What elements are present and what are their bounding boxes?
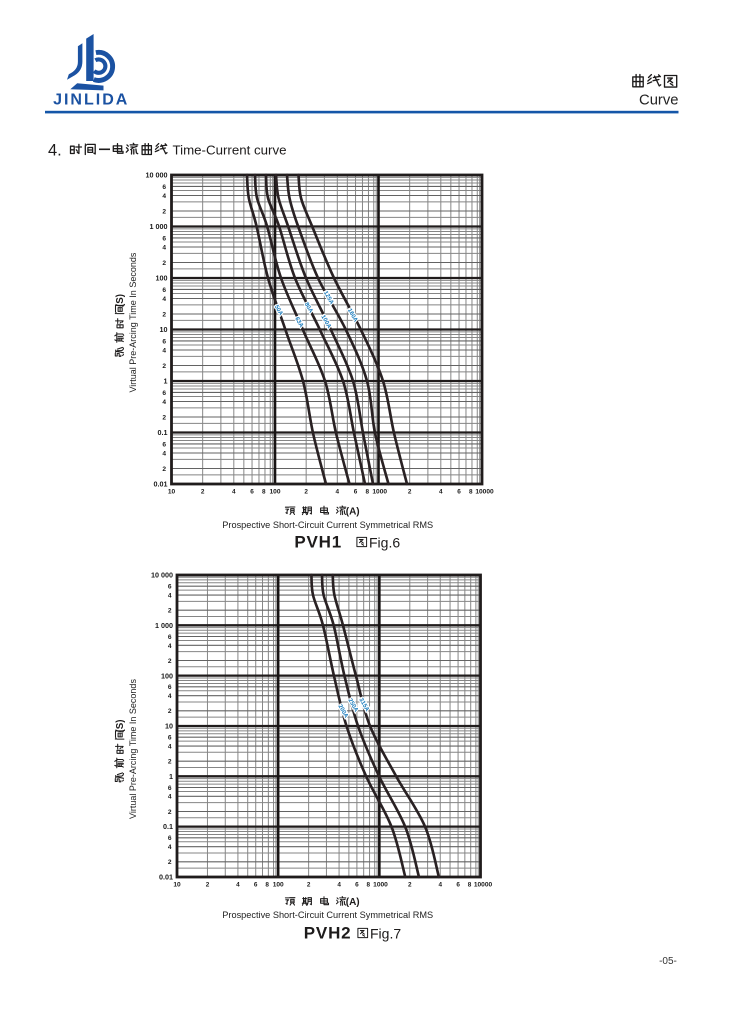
svg-text:6: 6 (355, 882, 359, 889)
svg-text:Time-Current curve: Time-Current curve (173, 143, 287, 158)
svg-text:6: 6 (168, 584, 172, 591)
svg-text:8: 8 (262, 489, 266, 496)
svg-text:(S): (S) (115, 294, 126, 307)
svg-text:2: 2 (162, 414, 166, 421)
svg-text:1000: 1000 (372, 489, 387, 496)
svg-text:4: 4 (236, 882, 240, 889)
svg-text:6: 6 (254, 882, 258, 889)
svg-text:10: 10 (173, 882, 181, 889)
svg-text:10000: 10000 (475, 489, 494, 496)
svg-text:4: 4 (232, 489, 236, 496)
svg-text:Virtual Pre-Arcing Time In Sec: Virtual Pre-Arcing Time In Seconds (128, 679, 138, 819)
svg-text:0.01: 0.01 (159, 873, 173, 882)
svg-text:10: 10 (160, 325, 168, 334)
svg-text:(A): (A) (346, 897, 360, 908)
svg-text:100: 100 (161, 671, 173, 680)
svg-text:4: 4 (337, 882, 341, 889)
svg-text:2: 2 (162, 208, 166, 215)
svg-text:6: 6 (168, 684, 172, 691)
svg-text:4: 4 (162, 296, 166, 303)
svg-text:4: 4 (162, 193, 166, 200)
svg-text:2: 2 (408, 489, 412, 496)
svg-text:4: 4 (168, 844, 172, 851)
svg-text:0.01: 0.01 (154, 480, 168, 489)
svg-text:4: 4 (168, 643, 172, 650)
svg-text:4: 4 (162, 450, 166, 457)
svg-text:JINLIDA: JINLIDA (53, 91, 129, 108)
svg-text:Virtual Pre-Arcing Time In Sec: Virtual Pre-Arcing Time In Seconds (128, 252, 138, 392)
svg-text:Curve: Curve (639, 93, 678, 109)
svg-text:2: 2 (206, 882, 210, 889)
svg-text:2: 2 (168, 859, 172, 866)
svg-text:PVH1: PVH1 (294, 533, 342, 552)
svg-text:Fig.6: Fig.6 (369, 535, 400, 551)
svg-text:2: 2 (168, 608, 172, 615)
svg-text:4: 4 (168, 743, 172, 750)
svg-text:2: 2 (168, 809, 172, 816)
svg-text:10 000: 10 000 (151, 571, 173, 580)
svg-text:4: 4 (162, 244, 166, 251)
svg-text:6: 6 (162, 441, 166, 448)
svg-text:Prospective Short-Circuit Curr: Prospective Short-Circuit Current Symmet… (222, 910, 433, 920)
svg-text:6: 6 (162, 390, 166, 397)
svg-text:2: 2 (168, 658, 172, 665)
svg-text:4: 4 (439, 882, 443, 889)
svg-text:2: 2 (162, 260, 166, 267)
svg-text:0.1: 0.1 (158, 428, 168, 437)
svg-text:1000: 1000 (373, 882, 388, 889)
svg-text:4: 4 (168, 592, 172, 599)
svg-text:2: 2 (307, 882, 311, 889)
svg-text:Fig.7: Fig.7 (370, 926, 401, 942)
svg-text:2: 2 (162, 311, 166, 318)
svg-text:100: 100 (269, 489, 280, 496)
svg-text:6: 6 (168, 785, 172, 792)
svg-text:100: 100 (273, 882, 284, 889)
svg-text:0.1: 0.1 (163, 822, 173, 831)
svg-text:4: 4 (168, 794, 172, 801)
svg-text:6: 6 (162, 184, 166, 191)
svg-text:2: 2 (304, 489, 308, 496)
svg-text:6: 6 (168, 835, 172, 842)
svg-text:(A): (A) (346, 506, 360, 517)
svg-text:2: 2 (201, 489, 205, 496)
svg-text:10 000: 10 000 (146, 171, 168, 180)
svg-text:8: 8 (468, 882, 472, 889)
svg-text:6: 6 (250, 489, 254, 496)
svg-text:-05-: -05- (659, 956, 677, 967)
svg-text:4: 4 (336, 489, 340, 496)
svg-text:4: 4 (162, 347, 166, 354)
svg-text:10000: 10000 (474, 882, 493, 889)
svg-text:8: 8 (367, 882, 371, 889)
svg-text:2: 2 (162, 466, 166, 473)
svg-text:8: 8 (366, 489, 370, 496)
svg-text:2: 2 (168, 759, 172, 766)
svg-text:4: 4 (168, 693, 172, 700)
svg-text:4: 4 (162, 399, 166, 406)
svg-text:8: 8 (265, 882, 269, 889)
svg-text:1: 1 (169, 772, 173, 781)
svg-text:6: 6 (457, 489, 461, 496)
svg-text:6: 6 (162, 235, 166, 242)
svg-text:2: 2 (168, 708, 172, 715)
svg-text:Prospective Short-Circuit Curr: Prospective Short-Circuit Current Symmet… (222, 520, 433, 530)
svg-text:6: 6 (168, 634, 172, 641)
svg-text:6: 6 (162, 338, 166, 345)
svg-text:10: 10 (165, 722, 173, 731)
svg-text:6: 6 (162, 287, 166, 294)
svg-text:8: 8 (469, 489, 473, 496)
svg-text:4: 4 (439, 489, 443, 496)
svg-text:(S): (S) (115, 719, 126, 732)
svg-text:6: 6 (168, 735, 172, 742)
svg-text:1: 1 (164, 377, 168, 386)
svg-text:PVH2: PVH2 (304, 924, 352, 943)
svg-text:10: 10 (168, 489, 176, 496)
svg-text:100: 100 (156, 274, 168, 283)
svg-text:4.: 4. (48, 142, 62, 160)
svg-text:2: 2 (162, 363, 166, 370)
svg-text:6: 6 (456, 882, 460, 889)
svg-text:6: 6 (354, 489, 358, 496)
svg-text:1 000: 1 000 (155, 621, 173, 630)
svg-text:2: 2 (408, 882, 412, 889)
svg-text:1 000: 1 000 (150, 222, 168, 231)
